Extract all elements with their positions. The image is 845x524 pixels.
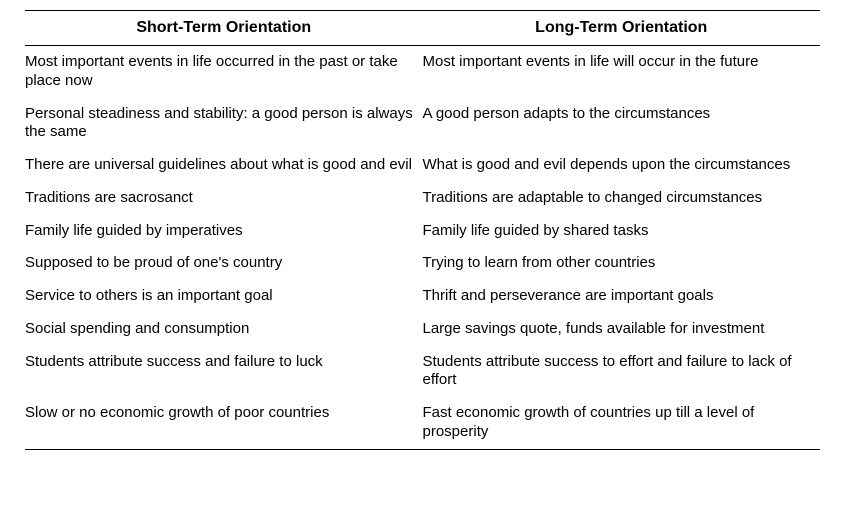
cell-short-term: Supposed to be proud of one's country <box>25 247 423 280</box>
table-row: Students attribute success and failure t… <box>25 346 820 398</box>
table-header-row: Short-Term Orientation Long-Term Orienta… <box>25 11 820 46</box>
cell-long-term: Traditions are adaptable to changed circ… <box>423 182 821 215</box>
table-row: Personal steadiness and stability: a goo… <box>25 98 820 150</box>
table-row: There are universal guidelines about wha… <box>25 149 820 182</box>
table-row: Supposed to be proud of one's country Tr… <box>25 247 820 280</box>
cell-long-term: Family life guided by shared tasks <box>423 215 821 248</box>
cell-long-term: Thrift and perseverance are important go… <box>423 280 821 313</box>
cell-long-term: Trying to learn from other countries <box>423 247 821 280</box>
cell-short-term: Slow or no economic growth of poor count… <box>25 397 423 449</box>
cell-short-term: Traditions are sacrosanct <box>25 182 423 215</box>
cell-short-term: Personal steadiness and stability: a goo… <box>25 98 423 150</box>
column-header-short-term: Short-Term Orientation <box>25 11 423 46</box>
cell-short-term: Most important events in life occurred i… <box>25 46 423 98</box>
table-row: Family life guided by imperatives Family… <box>25 215 820 248</box>
cell-long-term: Most important events in life will occur… <box>423 46 821 98</box>
table-row: Service to others is an important goal T… <box>25 280 820 313</box>
cell-long-term: A good person adapts to the circumstance… <box>423 98 821 150</box>
table-body: Most important events in life occurred i… <box>25 46 820 450</box>
column-header-long-term: Long-Term Orientation <box>423 11 821 46</box>
cell-long-term: Large savings quote, funds available for… <box>423 313 821 346</box>
cell-long-term: What is good and evil depends upon the c… <box>423 149 821 182</box>
cell-short-term: Students attribute success and failure t… <box>25 346 423 398</box>
cell-short-term: There are universal guidelines about wha… <box>25 149 423 182</box>
table-row: Traditions are sacrosanct Traditions are… <box>25 182 820 215</box>
table-row: Most important events in life occurred i… <box>25 46 820 98</box>
orientation-comparison-table: Short-Term Orientation Long-Term Orienta… <box>25 10 820 450</box>
table-row: Social spending and consumption Large sa… <box>25 313 820 346</box>
cell-long-term: Fast economic growth of countries up til… <box>423 397 821 449</box>
cell-short-term: Family life guided by imperatives <box>25 215 423 248</box>
cell-short-term: Social spending and consumption <box>25 313 423 346</box>
table-row: Slow or no economic growth of poor count… <box>25 397 820 449</box>
cell-long-term: Students attribute success to effort and… <box>423 346 821 398</box>
cell-short-term: Service to others is an important goal <box>25 280 423 313</box>
